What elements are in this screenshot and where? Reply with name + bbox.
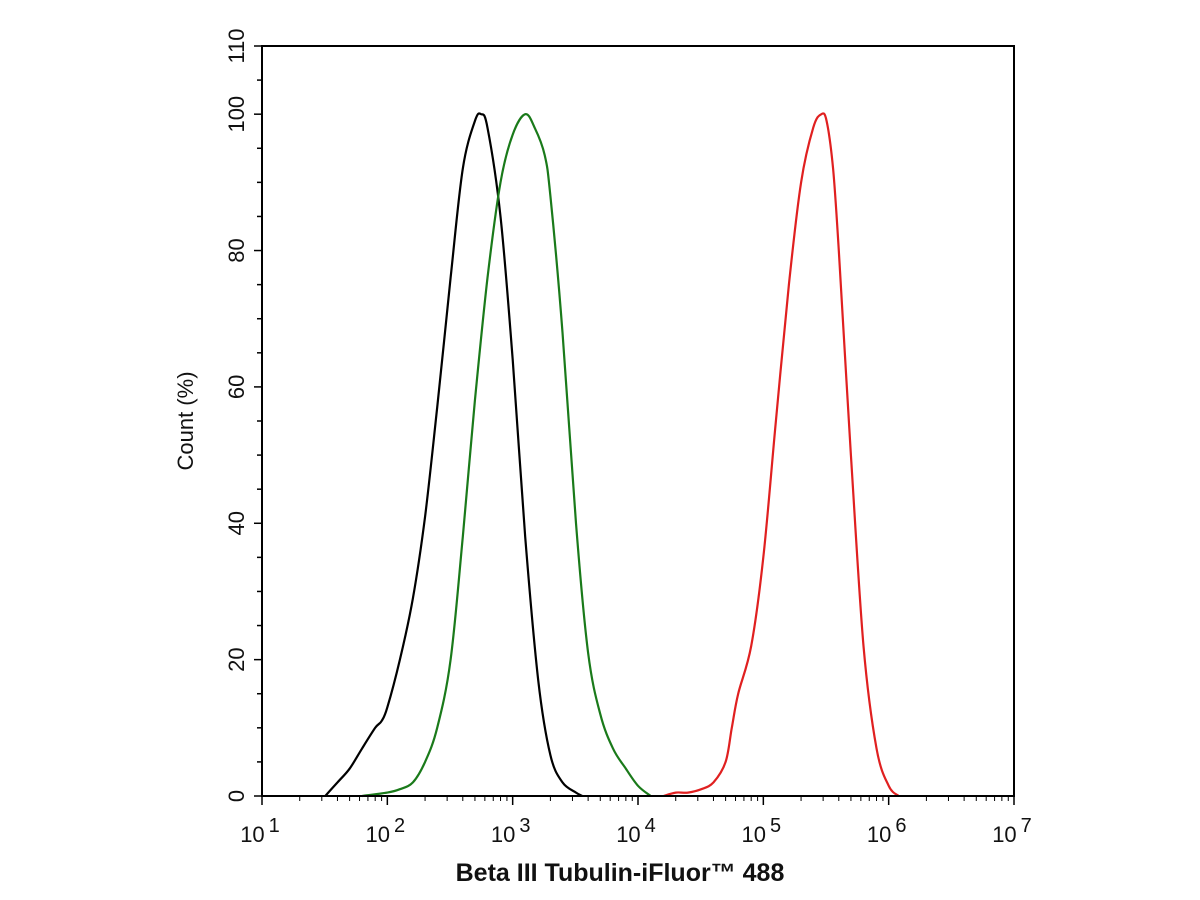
y-tick-label: 20 — [224, 647, 249, 671]
x-tick-label: 10 7 — [992, 815, 1032, 847]
x-tick-label: 10 3 — [491, 815, 531, 847]
x-axis: 10 1 10 2 10 3 10 4 10 5 10 6 10 7 — [240, 796, 1032, 847]
x-axis-title: Beta III Tubulin-iFluor™ 488 — [456, 859, 785, 887]
x-tick-label: 10 2 — [366, 815, 406, 847]
series-curves — [324, 112, 900, 798]
plot-frame — [261, 45, 1015, 797]
y-tick-label: 80 — [224, 238, 249, 262]
y-tick-label: 40 — [224, 511, 249, 535]
y-axis: 0 20 40 60 80 100 110 — [224, 28, 262, 802]
x-tick-label: 10 1 — [240, 815, 280, 847]
x-tick-label: 10 5 — [742, 815, 782, 847]
series-line-3 — [663, 112, 900, 798]
y-tick-label: 0 — [224, 790, 249, 802]
y-tick-label: 60 — [224, 375, 249, 399]
x-tick-label: 10 6 — [867, 815, 907, 847]
x-tick-label: 10 4 — [616, 815, 656, 847]
y-tick-label: 110 — [224, 28, 249, 63]
y-axis-title: Count (%) — [173, 371, 198, 470]
series-line-1 — [324, 112, 583, 797]
series-line-2 — [362, 113, 652, 798]
y-tick-label: 100 — [224, 96, 249, 133]
